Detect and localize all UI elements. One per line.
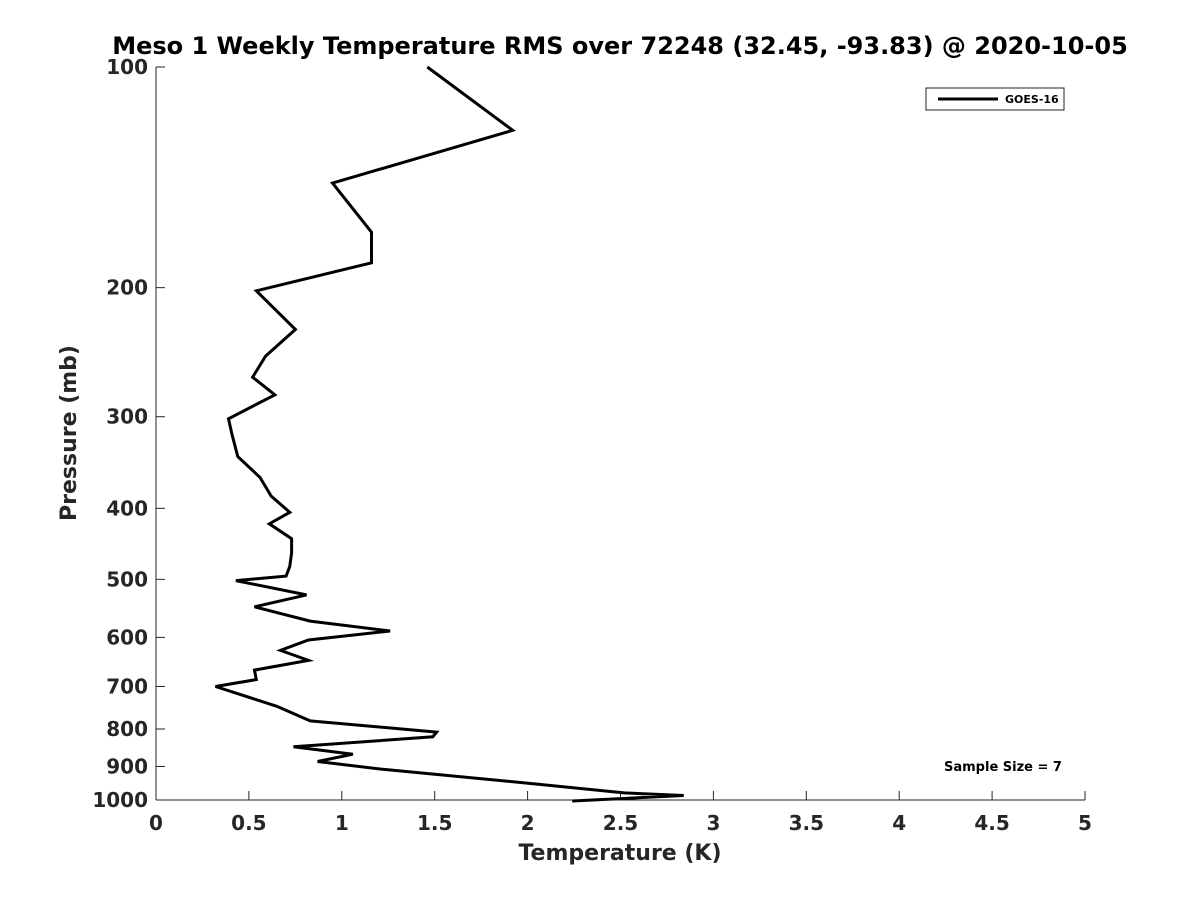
x-tick-label: 4.5 [974,811,1009,835]
y-tick-label: 100 [106,55,148,79]
y-tick-label: 1000 [92,788,148,812]
x-tick-label: 4 [892,811,906,835]
x-tick-label: 0.5 [231,811,266,835]
x-ticks: 0 0.5 1 1.5 2 2.5 3 3.5 4 4.5 5 [149,791,1092,835]
x-tick-label: 0 [149,811,163,835]
y-axis-label: Pressure (mb) [57,345,82,521]
y-tick-label: 800 [106,717,148,741]
y-tick-label: 200 [106,276,148,300]
series-line-goes-16 [215,65,684,803]
y-tick-label: 700 [106,674,148,698]
y-ticks: 100 200 300 400 500 600 700 800 900 1000 [92,55,165,812]
y-tick-label: 600 [106,625,148,649]
y-tick-label: 900 [106,754,148,778]
x-tick-label: 2.5 [603,811,638,835]
y-tick-label: 300 [106,405,148,429]
x-tick-label: 1 [335,811,349,835]
y-tick-label: 500 [106,567,148,591]
x-tick-label: 2 [521,811,535,835]
chart-title: Meso 1 Weekly Temperature RMS over 72248… [112,32,1128,60]
x-tick-label: 3.5 [789,811,824,835]
x-tick-label: 3 [706,811,720,835]
legend: GOES-16 [925,87,1065,111]
series-layer [215,65,684,803]
x-tick-label: 1.5 [417,811,452,835]
x-axis-label: Temperature (K) [518,841,721,866]
y-tick-label: 400 [106,496,148,520]
x-tick-label: 5 [1078,811,1092,835]
legend-label-goes-16: GOES-16 [1005,93,1059,106]
sample-size-annotation: Sample Size = 7 [944,760,1062,775]
